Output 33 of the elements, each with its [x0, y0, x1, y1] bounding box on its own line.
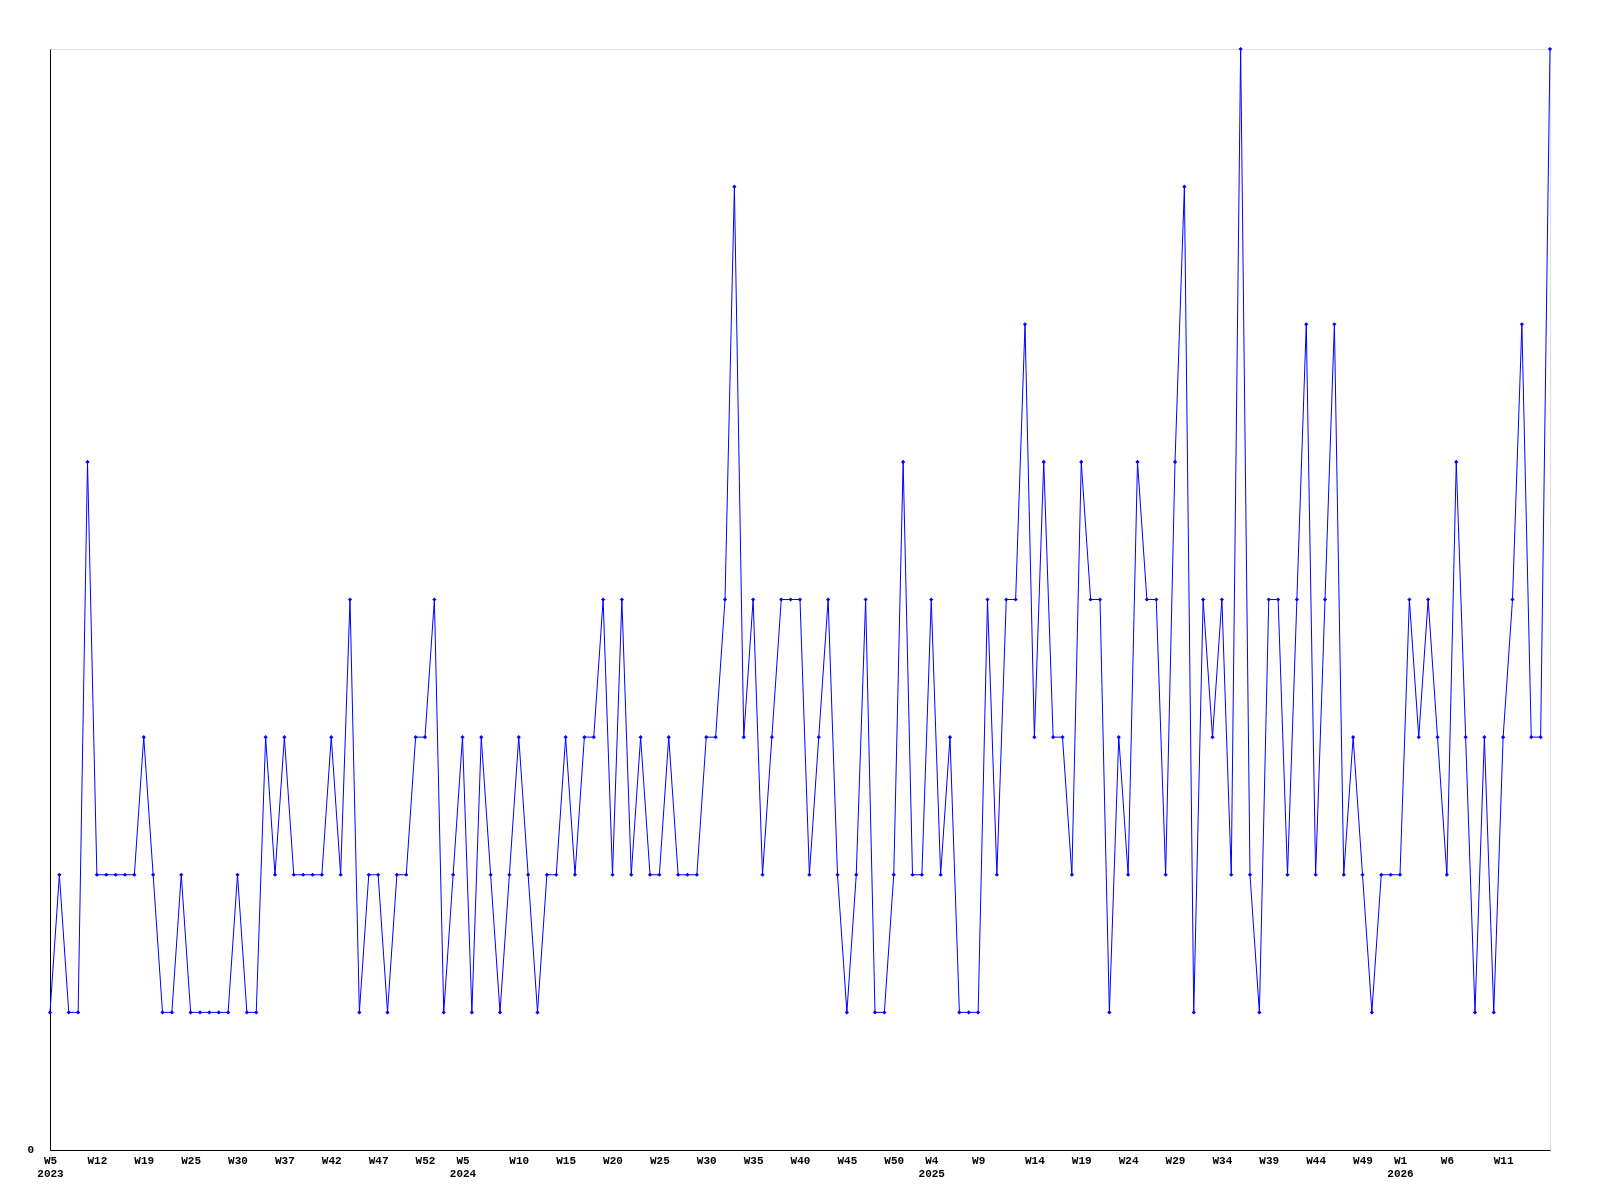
- x-tick-label: W30: [228, 1154, 248, 1167]
- x-tick-label: W15: [556, 1154, 577, 1167]
- x-tick-label: W50: [884, 1154, 905, 1167]
- x-tick-label: W39: [1259, 1154, 1280, 1167]
- x-tick-label: W47: [368, 1154, 389, 1167]
- x-tick-label: W30: [696, 1154, 717, 1167]
- x-tick-label: W49: [1353, 1154, 1373, 1167]
- x-tick-label: W10: [509, 1154, 530, 1167]
- x-tick-label: W29: [1165, 1154, 1186, 1167]
- x-tick-label: W45: [837, 1154, 858, 1167]
- x-tick-label: W34: [1212, 1154, 1233, 1167]
- text: 0: [27, 1144, 34, 1156]
- x-tick-label: W12: [87, 1154, 108, 1167]
- x-tick-label: W40: [790, 1154, 811, 1167]
- x-tick-label: W5 2023: [37, 1154, 65, 1180]
- x-tick-label: W14: [1024, 1154, 1046, 1167]
- x-tick-label: W52: [415, 1154, 436, 1167]
- x-tick-label: W25: [181, 1154, 202, 1167]
- x-tick-label: W6: [1440, 1154, 1454, 1167]
- x-tick-label: W25: [649, 1154, 671, 1167]
- x-tick-label: W4 2025: [918, 1154, 946, 1180]
- x-tick-label: W24: [1118, 1154, 1139, 1167]
- x-tick-label: W19: [1071, 1154, 1092, 1167]
- x-tick-label: W35: [743, 1154, 764, 1167]
- x-tick-label: W1 2026: [1387, 1154, 1414, 1180]
- x-tick-label: W37: [274, 1154, 295, 1167]
- x-tick-label: W5 2024: [449, 1154, 477, 1180]
- x-tick-label: W42: [321, 1154, 342, 1167]
- x-tick-label: W9: [972, 1154, 986, 1167]
- x-tick-label: W44: [1306, 1154, 1327, 1167]
- x-tick-label: W11: [1493, 1154, 1514, 1167]
- x-tick-label: W19: [134, 1154, 155, 1167]
- x-tick-label: W20: [603, 1154, 623, 1167]
